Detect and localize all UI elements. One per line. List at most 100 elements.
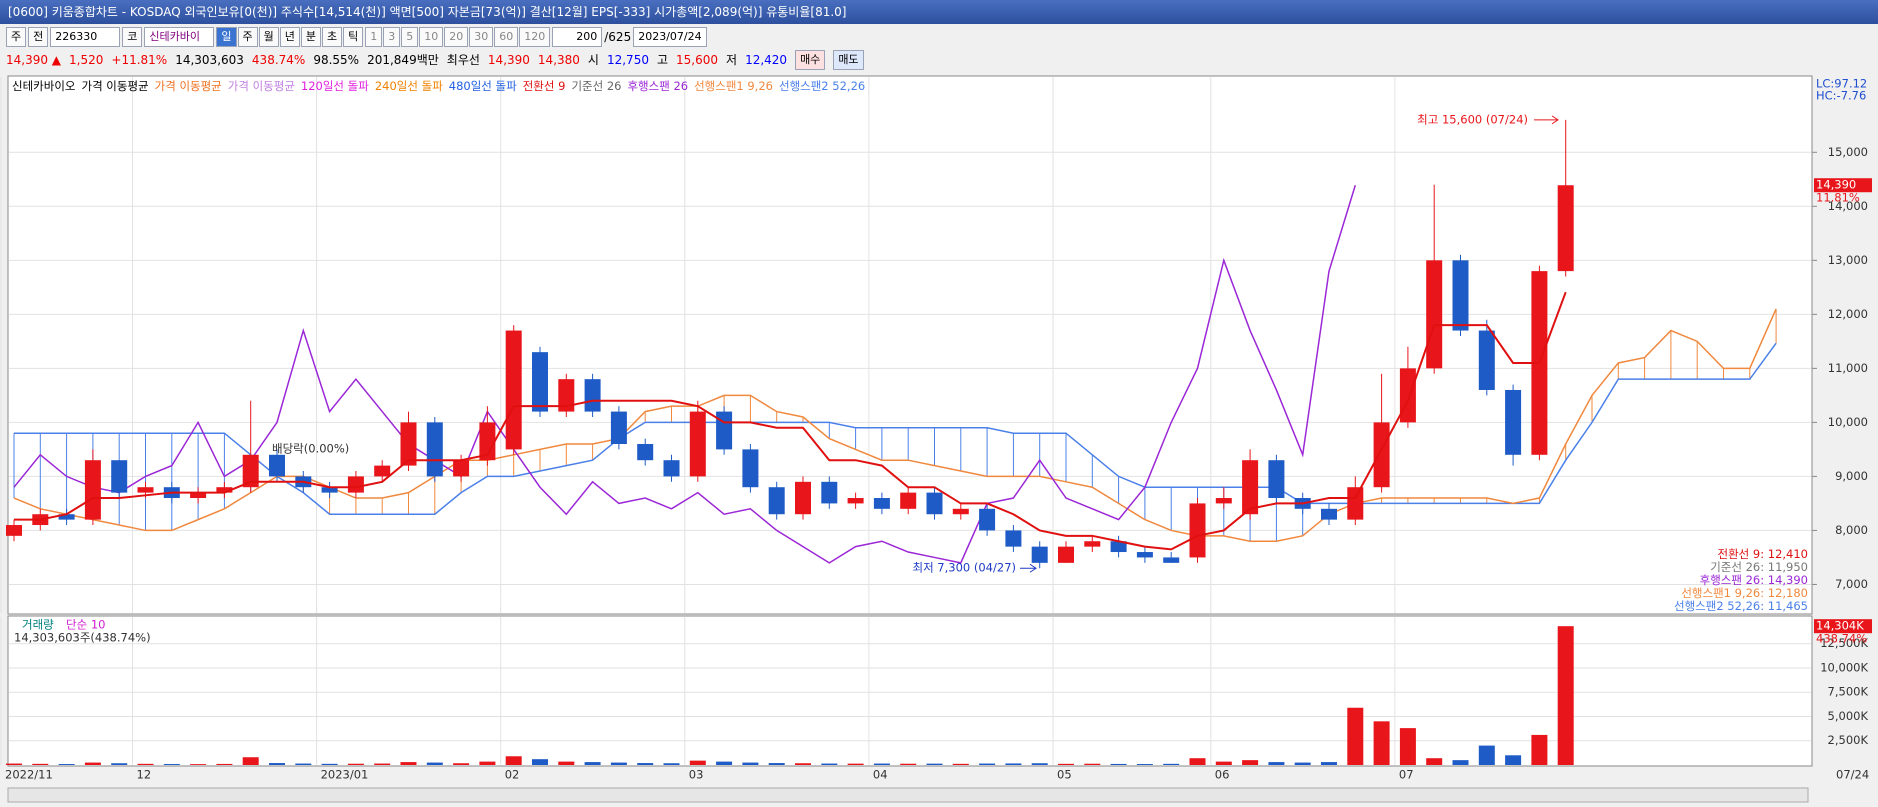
annotation: 배당락(0.00%) <box>272 442 349 456</box>
annotation-arrow <box>1020 563 1037 573</box>
volume-bar <box>1005 763 1022 765</box>
prev[interactable]: 전 <box>28 26 49 47</box>
y-tick-label: 12,500K <box>1820 636 1868 650</box>
buy-button[interactable]: 매수 <box>795 49 826 70</box>
readout: 전환선 9: 12,410 <box>1717 547 1808 561</box>
interval-button[interactable]: 틱 <box>343 26 364 47</box>
sell-button[interactable]: 매도 <box>833 49 864 70</box>
price-tag <box>1814 178 1872 193</box>
annotation: 최저 7,300 (04/27) <box>912 561 1016 575</box>
y-tick-label: 10,000K <box>1820 660 1868 674</box>
volume-tag <box>1814 619 1872 634</box>
candle-body <box>1399 368 1416 423</box>
legend-item: 선행스팬1 9,26 <box>694 79 773 93</box>
interval-button[interactable]: 분 <box>300 26 321 47</box>
annotation-arrow <box>1534 115 1559 125</box>
readout: 선행스팬1 9,26: 12,180 <box>1681 586 1808 600</box>
interval-button[interactable]: 주 <box>237 26 258 47</box>
ask: 14,390 <box>487 52 530 67</box>
candle-body <box>242 454 259 488</box>
date[interactable]: 2023/07/24 <box>633 26 707 47</box>
candle-body <box>821 481 838 504</box>
y-tick-label: 2,500K <box>1828 733 1869 747</box>
volume-bar <box>873 763 890 765</box>
volume-bar <box>532 759 548 765</box>
candle-body <box>1426 260 1443 369</box>
minute-button[interactable]: 1 <box>365 26 383 47</box>
minute-button[interactable]: 120 <box>519 26 551 47</box>
count[interactable]: 200 <box>552 26 603 47</box>
volume-bar <box>1242 760 1259 765</box>
y-tick-label: 7,000 <box>1835 577 1868 591</box>
volume-bar <box>374 763 391 765</box>
x-tick-label: 2023/01 <box>321 768 369 782</box>
volume-bar <box>400 762 417 765</box>
candle-body <box>1189 503 1206 558</box>
volume-bar <box>637 763 654 765</box>
minute-button[interactable]: 60 <box>494 26 519 47</box>
readouts: 전환선 9: 12,410 기준선 26: 11,950 후행스팬 26: 14,3… <box>1674 548 1808 613</box>
volume-bar <box>479 761 496 765</box>
minute-button[interactable]: 10 <box>419 26 444 47</box>
y-tick-label: 8,000 <box>1835 523 1868 537</box>
readout: 기준선 26: 11,950 <box>1710 560 1808 574</box>
volume-bar <box>190 764 207 765</box>
candle-body <box>400 422 417 466</box>
volume-bar <box>1426 758 1443 765</box>
candle-body <box>1031 546 1048 563</box>
volume-bar <box>742 762 759 765</box>
volume-bar <box>216 763 233 765</box>
candle-body <box>453 460 470 477</box>
period-type[interactable]: 주 <box>6 26 27 47</box>
volume-bar <box>1531 734 1548 765</box>
volume-bar <box>1163 763 1180 765</box>
volume-bar <box>558 761 575 765</box>
candle-body <box>979 508 996 531</box>
volume-bar <box>84 762 101 765</box>
y-tick-label: 10,000 <box>1828 415 1868 429</box>
volume-bar <box>1557 626 1574 765</box>
indicator-line <box>14 291 1567 551</box>
legend-item: 신테카바이오 <box>12 79 76 93</box>
volume-bar <box>453 763 470 765</box>
volume-bar <box>900 763 917 765</box>
x-tick-label: 06 <box>1215 768 1230 782</box>
minute-button[interactable]: 5 <box>401 26 419 47</box>
volume-bar <box>1084 763 1101 765</box>
volume-bar <box>1347 707 1364 765</box>
amount: 201,849백만 <box>367 53 439 67</box>
minute-button[interactable]: 3 <box>383 26 401 47</box>
volume-bar <box>1478 745 1495 765</box>
minute-button[interactable]: 30 <box>469 26 494 47</box>
candle-body <box>637 443 654 461</box>
interval-button[interactable]: 년 <box>279 26 300 47</box>
legend-item: 후행스팬 26 <box>627 79 689 93</box>
minutes: 1 3 5 10 20 30 60 120 <box>365 26 551 47</box>
interval-button[interactable]: 월 <box>258 26 279 47</box>
volume-bar <box>1294 762 1311 765</box>
volume-bar <box>1189 758 1206 765</box>
candle-body <box>900 492 917 509</box>
legend-item: 120일선 돌파 <box>300 79 369 93</box>
market[interactable]: 코 <box>122 26 143 47</box>
last-volume-rate: 438.74% <box>1816 632 1867 646</box>
candle-body <box>84 460 101 520</box>
stock-name[interactable]: 신테카바이 <box>144 26 215 47</box>
candle-body <box>716 411 733 450</box>
scrollbar[interactable] <box>7 787 1809 803</box>
indicator-line <box>14 342 1777 515</box>
interval-button[interactable]: 일 <box>216 26 237 47</box>
minute-button[interactable]: 20 <box>444 26 469 47</box>
volume-bar <box>979 763 996 765</box>
y-tick-label: 13,000 <box>1828 253 1868 267</box>
volume-bar <box>505 756 522 765</box>
code[interactable]: 226330 <box>50 26 121 47</box>
volume-bar <box>426 762 443 765</box>
x-tick-label: 2022/11 <box>5 768 53 782</box>
candle-body <box>663 460 680 477</box>
candle-body <box>558 379 575 412</box>
interval-button[interactable]: 초 <box>322 26 343 47</box>
candle-body <box>269 454 285 477</box>
candle-body <box>1478 330 1495 390</box>
candle-body <box>216 487 233 493</box>
